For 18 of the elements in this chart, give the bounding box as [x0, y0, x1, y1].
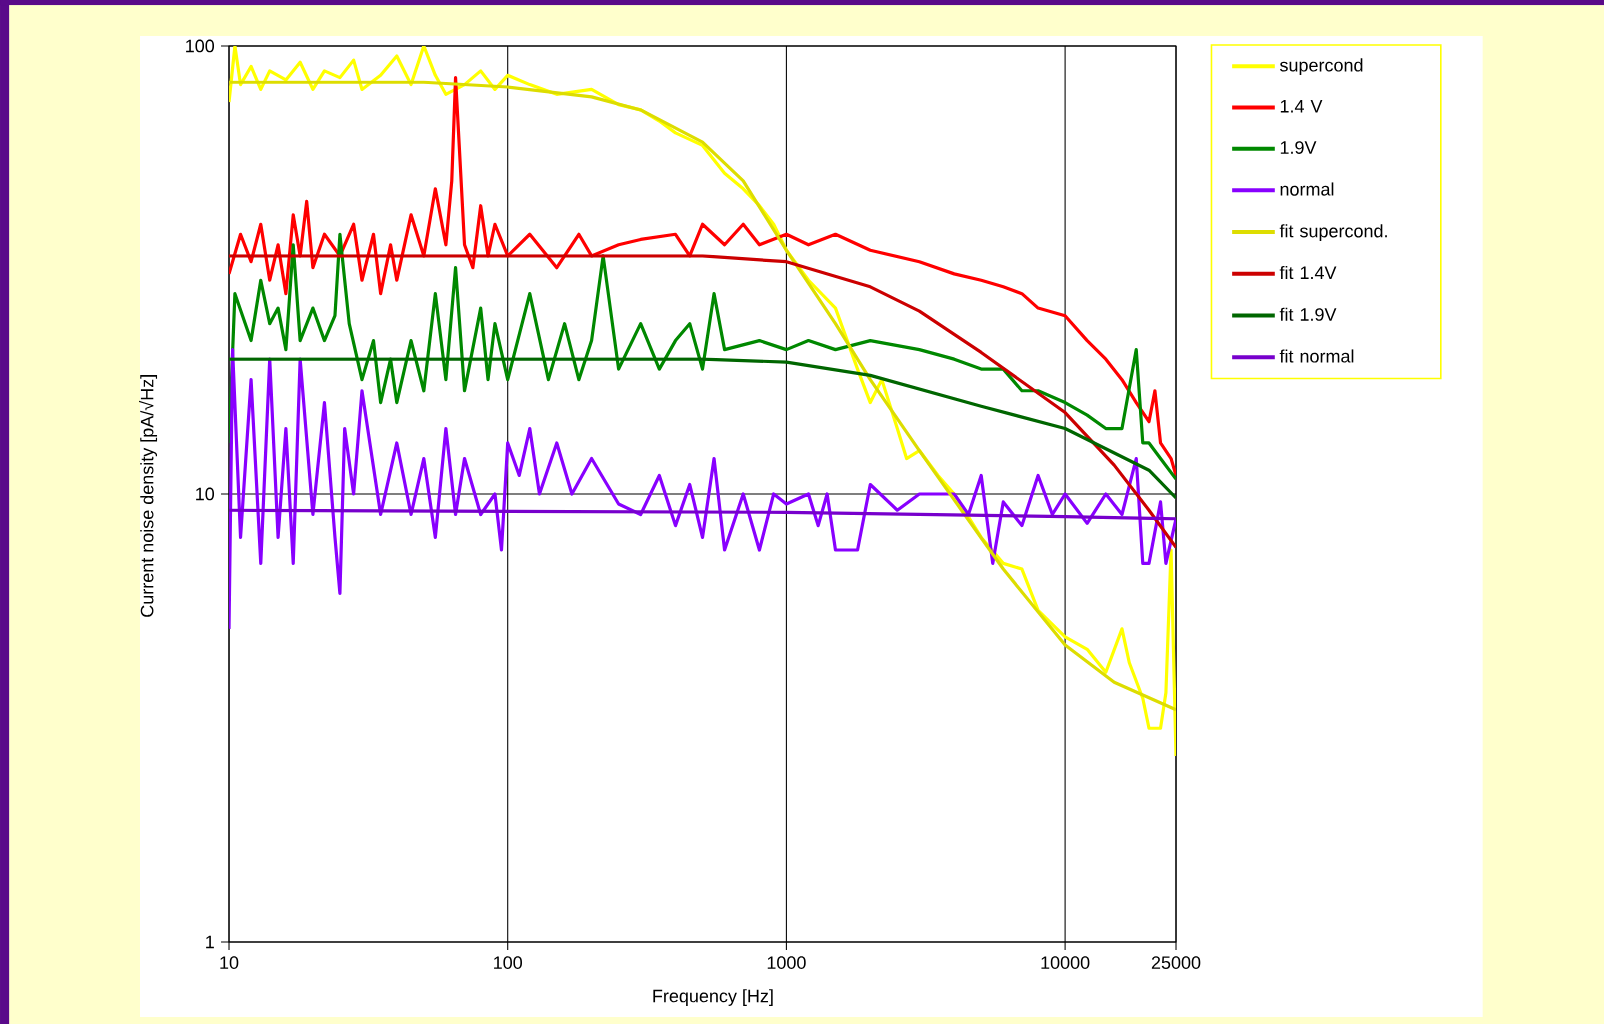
x-tick-label: 25000 — [1151, 956, 1201, 969]
x-tick-label: 10000 — [1041, 956, 1090, 969]
x-axis-title: Frequency [Hz] — [653, 989, 773, 1006]
legend-label: fit 1.4V — [1279, 265, 1337, 280]
x-tick-label: 100 — [494, 956, 523, 969]
x-tick-label: 10 — [220, 956, 239, 969]
legend-label: fit 1.9V — [1279, 307, 1337, 321]
x-tick-label: 1000 — [767, 956, 806, 969]
legend-label: supercond — [1279, 58, 1363, 76]
y-axis-title: Current noise density [pA/√Hz] — [139, 375, 158, 617]
y-tick-label: 1 — [206, 935, 214, 949]
legend-label: fit normal — [1279, 349, 1354, 363]
y-tick-label: 10 — [196, 487, 215, 501]
legend-label: 1.9V — [1280, 141, 1317, 154]
legend-label: normal — [1280, 182, 1334, 196]
legend-label: 1.4 V — [1280, 100, 1323, 113]
legend-label: fit supercond. — [1279, 224, 1387, 241]
y-tick-label: 100 — [186, 39, 215, 53]
